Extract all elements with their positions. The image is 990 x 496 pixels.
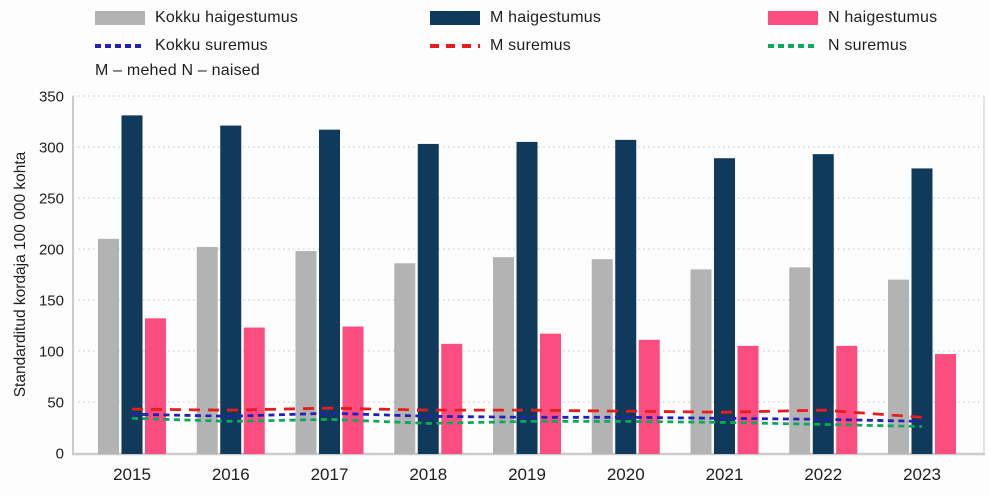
bar-n-haigestumus-2016 <box>243 327 265 454</box>
bar-kokku-haigestumus-2021 <box>690 269 712 454</box>
x-tick-label: 2022 <box>804 465 842 484</box>
m-suremus-dash-swatch <box>430 44 480 48</box>
x-tick-label: 2016 <box>212 465 250 484</box>
legend-item-m-haigestumus: M haigestumus <box>430 8 601 28</box>
y-tick-label: 350 <box>39 89 64 106</box>
kokku-haigestumus-swatch <box>95 11 145 25</box>
bar-m-haigestumus-2023 <box>911 168 933 455</box>
bar-n-haigestumus-2022 <box>836 345 858 454</box>
bar-kokku-haigestumus-2023 <box>888 279 909 454</box>
legend-item-kokku-suremus: Kokku suremus <box>95 36 268 56</box>
y-tick-label: 0 <box>56 446 64 463</box>
line-n-suremus <box>131 416 923 428</box>
bar-n-haigestumus-2019 <box>540 333 561 454</box>
bar-m-haigestumus-2022 <box>812 154 834 454</box>
y-tick-label: 150 <box>39 293 64 310</box>
x-tick-label: 2023 <box>903 465 941 484</box>
legend-item-n-suremus: N suremus <box>768 36 907 56</box>
bar-m-haigestumus-2016 <box>220 125 242 454</box>
bar-kokku-haigestumus-2022 <box>789 267 811 454</box>
y-axis-title: Standarditud kordaja 100 000 kohta <box>12 151 29 397</box>
legend-label-n-haigestumus: N haigestumus <box>828 9 938 26</box>
bar-m-haigestumus-2020 <box>615 139 637 455</box>
x-tick-label: 2020 <box>607 465 645 484</box>
x-tick-label: 2015 <box>113 465 151 484</box>
bar-m-haigestumus-2018 <box>417 143 439 454</box>
bar-n-haigestumus-2020 <box>638 339 660 454</box>
bar-m-haigestumus-2019 <box>516 141 538 454</box>
bar-kokku-haigestumus-2018 <box>394 263 416 454</box>
bar-n-haigestumus-2023 <box>935 354 956 454</box>
legend-label-m-suremus: M suremus <box>490 37 571 54</box>
y-tick-label: 250 <box>39 191 64 208</box>
legend-label-n-suremus: N suremus <box>828 37 908 54</box>
n-haigestumus-swatch <box>768 11 818 25</box>
y-tick-label: 100 <box>39 344 64 361</box>
legend-item-kokku-haigestumus: Kokku haigestumus <box>95 8 298 28</box>
bar-n-haigestumus-2015 <box>145 318 166 454</box>
bar-m-haigestumus-2015 <box>121 115 143 454</box>
bar-kokku-haigestumus-2019 <box>493 257 514 454</box>
y-tick-label: 200 <box>39 242 64 259</box>
bar-m-haigestumus-2021 <box>714 158 735 454</box>
x-tick-label: 2021 <box>706 465 744 484</box>
bar-m-haigestumus-2017 <box>319 129 340 454</box>
n-suremus-dash-swatch <box>768 44 818 48</box>
legend-label-kokku-haigestumus: Kokku haigestumus <box>155 9 299 26</box>
legend-item-m-suremus: M suremus <box>430 36 571 56</box>
bar-n-haigestumus-2021 <box>737 345 759 454</box>
line-kokku-suremus <box>131 411 923 423</box>
m-haigestumus-swatch <box>430 11 480 25</box>
kokku-suremus-dash-swatch <box>95 44 145 48</box>
bar-kokku-haigestumus-2016 <box>196 246 218 454</box>
bar-n-haigestumus-2018 <box>441 343 463 454</box>
bar-kokku-haigestumus-2015 <box>98 238 119 454</box>
legend-label-m-haigestumus: M haigestumus <box>490 9 602 26</box>
y-tick-label: 50 <box>47 395 64 412</box>
x-tick-label: 2018 <box>409 465 447 484</box>
legend-label-kokku-suremus: Kokku suremus <box>155 37 268 54</box>
bar-kokku-haigestumus-2020 <box>591 259 613 454</box>
x-tick-label: 2017 <box>311 465 349 484</box>
bar-kokku-haigestumus-2017 <box>295 251 317 454</box>
bar-n-haigestumus-2017 <box>342 326 364 454</box>
y-tick-label: 300 <box>39 140 64 157</box>
legend-note: M – mehed N – naised <box>95 62 260 79</box>
x-tick-label: 2019 <box>508 465 546 484</box>
legend-item-n-haigestumus: N haigestumus <box>768 8 937 28</box>
